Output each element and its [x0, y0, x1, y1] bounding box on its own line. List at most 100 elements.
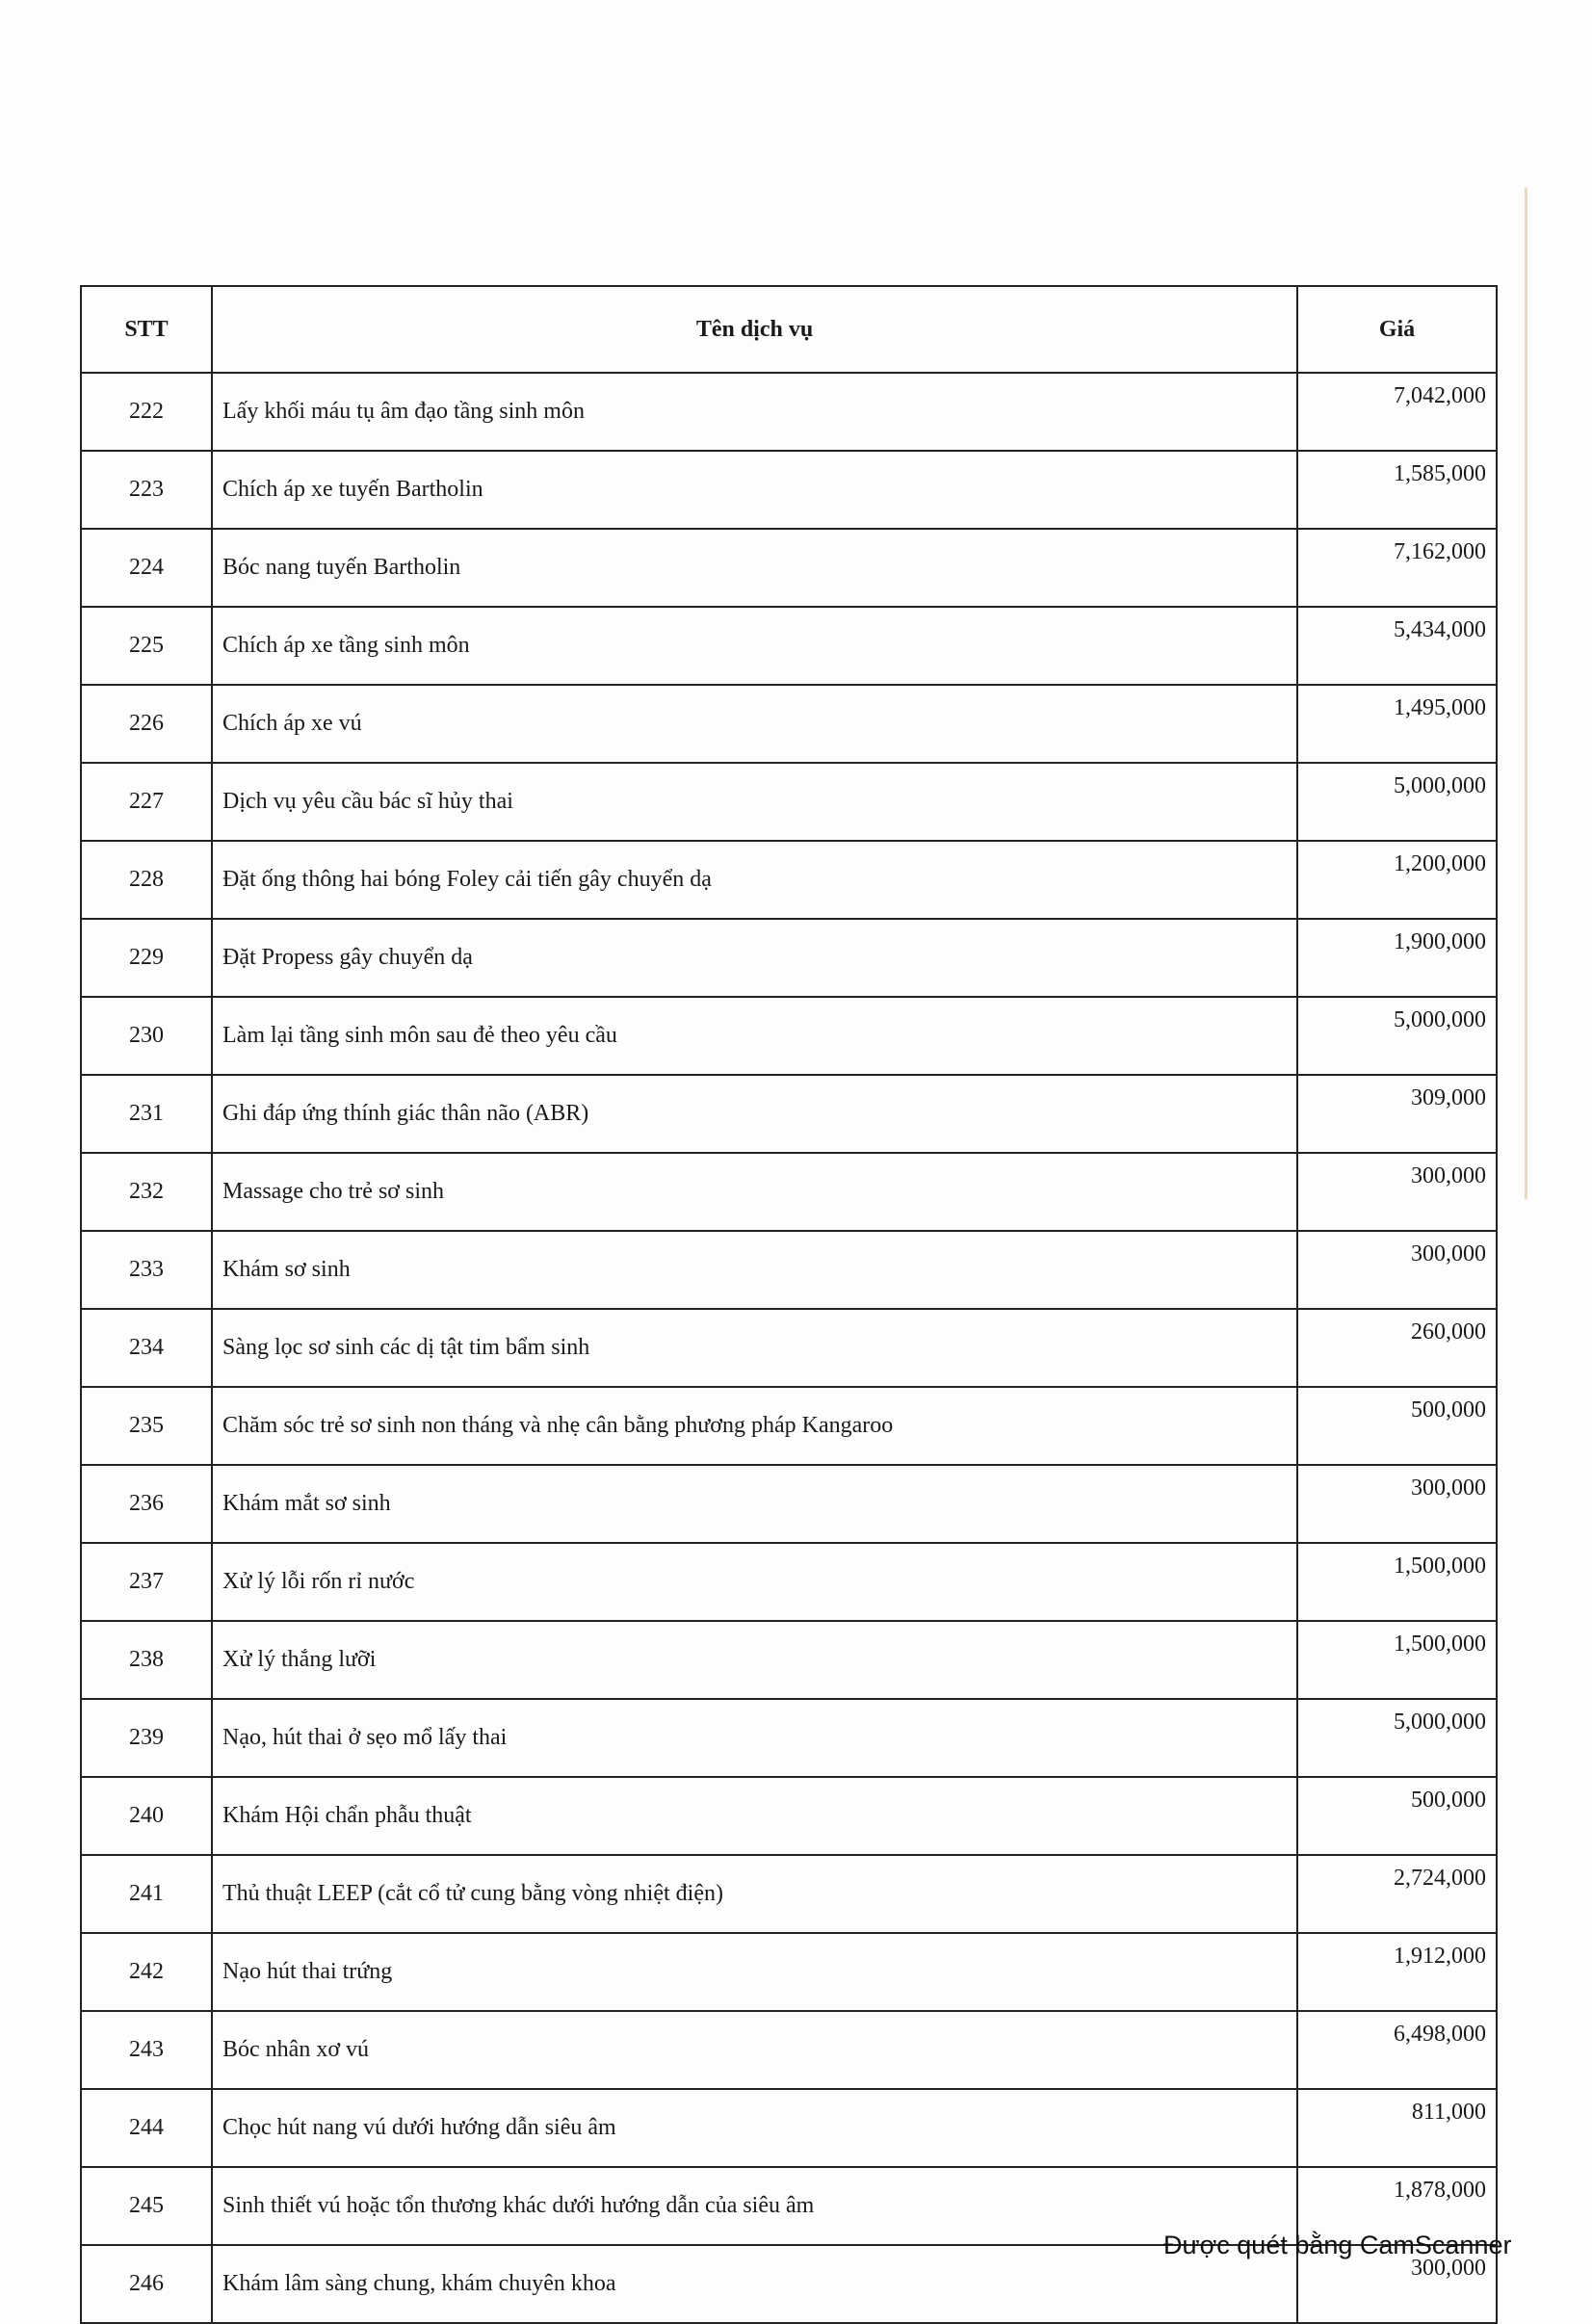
- table-row: 234 Sàng lọc sơ sinh các dị tật tim bẩm s…: [80, 1308, 1498, 1388]
- table-row: 228 Đặt ống thông hai bóng Foley cải tiến…: [80, 840, 1498, 920]
- table-row: 239 Nạo, hút thai ở sẹo mổ lấy thai 5,000,…: [80, 1698, 1498, 1778]
- table-row: 242 Nạo hút thai trứng 1,912,000: [80, 1932, 1498, 2012]
- table-row: 233 Khám sơ sinh 300,000: [80, 1230, 1498, 1310]
- row-stt: 237: [80, 1542, 213, 1622]
- table-row: 238 Xử lý thắng lưỡi 1,500,000: [80, 1620, 1498, 1700]
- row-service-name: Đặt Propess gây chuyển dạ: [211, 918, 1298, 998]
- table-row: 227 Dịch vụ yêu cầu bác sĩ hủy thai 5,000,…: [80, 762, 1498, 842]
- row-price: 260,000: [1296, 1308, 1498, 1388]
- row-price: 1,585,000: [1296, 450, 1498, 530]
- row-service-name: Chích áp xe tầng sinh môn: [211, 606, 1298, 686]
- row-price: 5,000,000: [1296, 762, 1498, 842]
- row-service-name: Sinh thiết vú hoặc tổn thương khác dưới …: [211, 2166, 1298, 2246]
- row-price: 7,162,000: [1296, 528, 1498, 608]
- row-stt: 229: [80, 918, 213, 998]
- table-row: 235 Chăm sóc trẻ sơ sinh non tháng và nhẹ…: [80, 1386, 1498, 1466]
- row-price: 309,000: [1296, 1074, 1498, 1154]
- row-service-name: Thủ thuật LEEP (cắt cổ tử cung bằng vòng…: [211, 1854, 1298, 1934]
- row-stt: 238: [80, 1620, 213, 1700]
- row-service-name: Đặt ống thông hai bóng Foley cải tiến gâ…: [211, 840, 1298, 920]
- row-service-name: Sàng lọc sơ sinh các dị tật tim bẩm sinh: [211, 1308, 1298, 1388]
- row-stt: 222: [80, 372, 213, 452]
- row-stt: 227: [80, 762, 213, 842]
- row-stt: 240: [80, 1776, 213, 1856]
- camscanner-watermark: Được quét bằng CamScanner: [1163, 2231, 1512, 2259]
- row-stt: 228: [80, 840, 213, 920]
- row-service-name: Chích áp xe vú: [211, 684, 1298, 764]
- table-row: 240 Khám Hội chẩn phẫu thuật 500,000: [80, 1776, 1498, 1856]
- header-name: Tên dịch vụ: [211, 285, 1298, 374]
- row-price: 5,434,000: [1296, 606, 1498, 686]
- table-row: 229 Đặt Propess gây chuyển dạ 1,900,000: [80, 918, 1498, 998]
- row-stt: 245: [80, 2166, 213, 2246]
- row-service-name: Nạo hút thai trứng: [211, 1932, 1298, 2012]
- row-price: 1,500,000: [1296, 1620, 1498, 1700]
- row-service-name: Bóc nang tuyến Bartholin: [211, 528, 1298, 608]
- row-service-name: Chọc hút nang vú dưới hướng dẫn siêu âm: [211, 2088, 1298, 2168]
- table-row: 237 Xử lý lỗi rốn rỉ nước 1,500,000: [80, 1542, 1498, 1622]
- table-row: 236 Khám mắt sơ sinh 300,000: [80, 1464, 1498, 1544]
- row-stt: 243: [80, 2010, 213, 2090]
- row-service-name: Xử lý lỗi rốn rỉ nước: [211, 1542, 1298, 1622]
- row-stt: 241: [80, 1854, 213, 1934]
- scan-edge: [1525, 188, 1527, 1199]
- table-header-row: STT Tên dịch vụ Giá: [80, 285, 1498, 374]
- table-row: 226 Chích áp xe vú 1,495,000: [80, 684, 1498, 764]
- row-price: 300,000: [1296, 1152, 1498, 1232]
- header-price: Giá: [1296, 285, 1498, 374]
- price-table: STT Tên dịch vụ Giá 222 Lấy khối máu tụ â…: [80, 285, 1498, 2324]
- row-price: 1,200,000: [1296, 840, 1498, 920]
- row-stt: 244: [80, 2088, 213, 2168]
- table-row: 232 Massage cho trẻ sơ sinh 300,000: [80, 1152, 1498, 1232]
- table-row: 231 Ghi đáp ứng thính giác thân não (ABR)…: [80, 1074, 1498, 1154]
- row-price: 811,000: [1296, 2088, 1498, 2168]
- row-service-name: Bóc nhân xơ vú: [211, 2010, 1298, 2090]
- row-price: 300,000: [1296, 1230, 1498, 1310]
- table-row: 224 Bóc nang tuyến Bartholin 7,162,000: [80, 528, 1498, 608]
- row-stt: 242: [80, 1932, 213, 2012]
- row-stt: 235: [80, 1386, 213, 1466]
- row-price: 1,878,000: [1296, 2166, 1498, 2246]
- row-stt: 231: [80, 1074, 213, 1154]
- row-price: 500,000: [1296, 1386, 1498, 1466]
- header-stt: STT: [80, 285, 213, 374]
- table-row: 222 Lấy khối máu tụ âm đạo tầng sinh môn 7…: [80, 372, 1498, 452]
- row-service-name: Lấy khối máu tụ âm đạo tầng sinh môn: [211, 372, 1298, 452]
- row-service-name: Ghi đáp ứng thính giác thân não (ABR): [211, 1074, 1298, 1154]
- row-service-name: Khám sơ sinh: [211, 1230, 1298, 1310]
- table-row: 244 Chọc hút nang vú dưới hướng dẫn siêu …: [80, 2088, 1498, 2168]
- row-service-name: Chăm sóc trẻ sơ sinh non tháng và nhẹ câ…: [211, 1386, 1298, 1466]
- row-stt: 239: [80, 1698, 213, 1778]
- row-price: 1,912,000: [1296, 1932, 1498, 2012]
- row-price: 1,900,000: [1296, 918, 1498, 998]
- table-row: 230 Làm lại tầng sinh môn sau đẻ theo yêu…: [80, 996, 1498, 1076]
- row-service-name: Khám Hội chẩn phẫu thuật: [211, 1776, 1298, 1856]
- row-service-name: Khám lâm sàng chung, khám chuyên khoa: [211, 2244, 1298, 2324]
- row-price: 500,000: [1296, 1776, 1498, 1856]
- row-price: 5,000,000: [1296, 1698, 1498, 1778]
- row-stt: 224: [80, 528, 213, 608]
- row-price: 300,000: [1296, 1464, 1498, 1544]
- row-stt: 236: [80, 1464, 213, 1544]
- table-row: 241 Thủ thuật LEEP (cắt cổ tử cung bằng v…: [80, 1854, 1498, 1934]
- row-price: 7,042,000: [1296, 372, 1498, 452]
- table-row: 223 Chích áp xe tuyến Bartholin 1,585,000: [80, 450, 1498, 530]
- row-stt: 234: [80, 1308, 213, 1388]
- row-service-name: Làm lại tầng sinh môn sau đẻ theo yêu cầ…: [211, 996, 1298, 1076]
- row-price: 6,498,000: [1296, 2010, 1498, 2090]
- row-price: 1,500,000: [1296, 1542, 1498, 1622]
- table-row: 225 Chích áp xe tầng sinh môn 5,434,000: [80, 606, 1498, 686]
- table-row: 245 Sinh thiết vú hoặc tổn thương khác dư…: [80, 2166, 1498, 2246]
- row-price: 2,724,000: [1296, 1854, 1498, 1934]
- row-service-name: Chích áp xe tuyến Bartholin: [211, 450, 1298, 530]
- row-stt: 225: [80, 606, 213, 686]
- row-service-name: Nạo, hút thai ở sẹo mổ lấy thai: [211, 1698, 1298, 1778]
- row-stt: 233: [80, 1230, 213, 1310]
- row-stt: 232: [80, 1152, 213, 1232]
- row-stt: 226: [80, 684, 213, 764]
- row-service-name: Khám mắt sơ sinh: [211, 1464, 1298, 1544]
- row-stt: 230: [80, 996, 213, 1076]
- row-price: 5,000,000: [1296, 996, 1498, 1076]
- table-row: 243 Bóc nhân xơ vú 6,498,000: [80, 2010, 1498, 2090]
- row-price: 1,495,000: [1296, 684, 1498, 764]
